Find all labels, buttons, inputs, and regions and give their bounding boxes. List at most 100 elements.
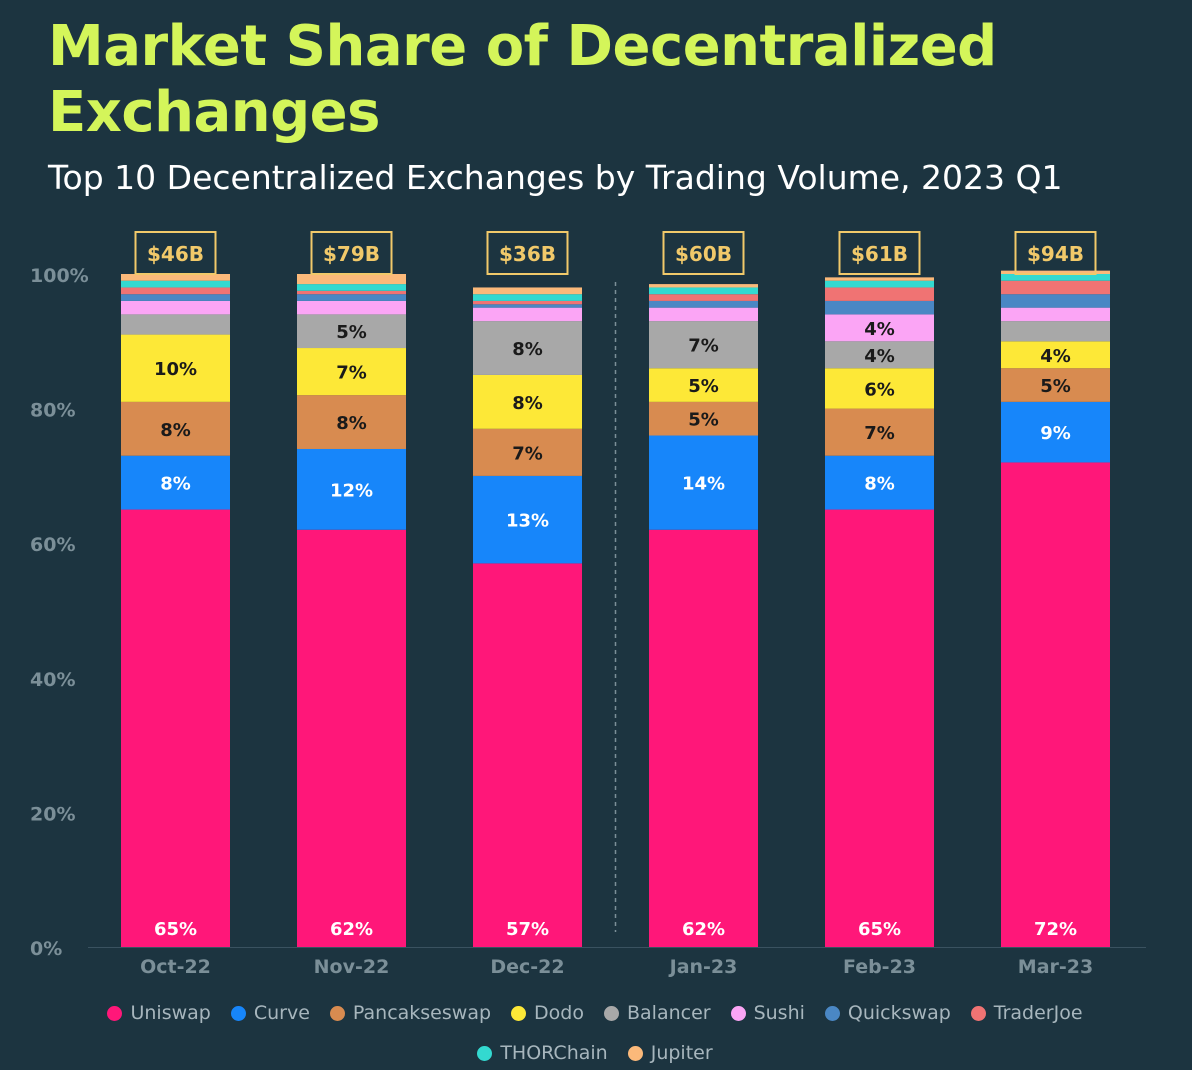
y-tick-label: 60%	[30, 534, 75, 556]
bar-segment-sushi	[649, 307, 758, 322]
legend-item-sushi: Sushi	[730, 1000, 805, 1026]
legend-swatch	[511, 1005, 527, 1021]
bar-segment-dodo	[297, 348, 406, 396]
bar-segment-uniswap	[1001, 462, 1110, 947]
bar-segment-quickswap	[825, 300, 934, 315]
bar-segment-curve	[825, 455, 934, 510]
bar-segment-quickswap	[473, 304, 582, 308]
bar-segment-balancer	[473, 321, 582, 375]
data-label: 8%	[512, 339, 543, 360]
legend-label: Curve	[253, 1002, 310, 1024]
x-tick-label: Dec-22	[490, 956, 564, 978]
data-label: 62%	[330, 919, 373, 940]
legend-item-jupiter: Jupiter	[627, 1040, 713, 1066]
legend-swatch	[107, 1005, 123, 1021]
bar-segment-pancakseswap	[297, 395, 406, 449]
legend-label: Quickswap	[847, 1002, 951, 1024]
bar-segment-uniswap	[649, 529, 758, 947]
bar-segment-uniswap	[297, 529, 406, 947]
bar-segment-curve	[473, 475, 582, 564]
data-label: 8%	[160, 474, 191, 495]
data-label: 5%	[688, 376, 719, 397]
data-label: 12%	[330, 480, 373, 501]
bar-segment-curve	[649, 435, 758, 530]
bar-segment-pancakseswap	[649, 401, 758, 436]
data-label: 5%	[1040, 376, 1071, 397]
legend-swatch	[230, 1005, 246, 1021]
legend-label: TraderJoe	[993, 1002, 1083, 1024]
bar-segment-sushi	[1001, 307, 1110, 322]
data-label: 9%	[1040, 423, 1071, 444]
total-volume-label: $61B	[851, 242, 908, 266]
bar-segment-curve	[297, 448, 406, 530]
bar-segment-dodo	[825, 368, 934, 409]
y-tick-label: 20%	[30, 803, 75, 825]
total-volume-badge	[134, 231, 217, 275]
bar-segment-uniswap	[473, 563, 582, 947]
chart-subtitle: Top 10 Decentralized Exchanges by Tradin…	[48, 158, 1063, 197]
legend-item-uniswap: Uniswap	[107, 1000, 211, 1026]
bar-segment-sushi	[825, 314, 934, 342]
data-label: 7%	[336, 363, 367, 384]
total-volume-badge	[662, 231, 745, 275]
bar-segment-thorchain	[825, 280, 934, 288]
bar-segment-dodo	[473, 374, 582, 429]
data-label: 6%	[864, 379, 895, 400]
chart-title: Market Share of Decentralized Exchanges	[48, 14, 997, 145]
data-label: 8%	[160, 420, 191, 441]
bar-segment-balancer	[825, 341, 934, 369]
bar-segment-jupiter	[1001, 270, 1110, 274]
bar-segment-quickswap	[297, 294, 406, 301]
legend-swatch	[329, 1005, 345, 1021]
data-label: 8%	[864, 474, 895, 495]
bar-segment-traderjoe	[297, 290, 406, 295]
bar-segment-dodo	[1001, 341, 1110, 369]
bar-segment-traderjoe	[649, 294, 758, 301]
bar-segment-jupiter	[825, 277, 934, 281]
legend-swatch	[824, 1005, 840, 1021]
data-label: 7%	[512, 443, 543, 464]
total-volume-badge	[1014, 231, 1097, 275]
legend-swatch	[603, 1005, 619, 1021]
bar-segment-balancer	[649, 321, 758, 369]
data-label: 5%	[336, 322, 367, 343]
x-tick-label: Mar-23	[1018, 956, 1093, 978]
legend-item-quickswap: Quickswap	[824, 1000, 951, 1026]
x-tick-label: Jan-23	[668, 956, 738, 978]
legend-label: Uniswap	[130, 1002, 211, 1024]
bar-segment-traderjoe	[473, 300, 582, 305]
bar-segment-sushi	[121, 300, 230, 315]
legend-swatch	[627, 1045, 643, 1061]
legend-item-pancakseswap: Pancakseswap	[329, 1000, 492, 1026]
legend-item-traderjoe: TraderJoe	[970, 1000, 1083, 1026]
legend-label: Pancakseswap	[352, 1002, 492, 1024]
bar-segment-thorchain	[473, 294, 582, 301]
bar-segment-balancer	[1001, 321, 1110, 342]
legend-item-dodo: Dodo	[511, 1000, 584, 1026]
legend-item-balancer: Balancer	[603, 1000, 711, 1026]
data-label: 14%	[682, 474, 725, 495]
bar-segment-sushi	[473, 307, 582, 322]
y-tick-label: 80%	[30, 400, 75, 422]
data-label: 4%	[864, 319, 895, 340]
total-volume-label: $60B	[675, 242, 732, 266]
stacked-bar-chart: 0% 20% 40% 60% 80% 100% 65% 8% 8% 10% Oct-22 $46B 62…	[30, 231, 1146, 978]
legend-label: Balancer	[626, 1002, 711, 1024]
bar-segment-uniswap	[121, 509, 230, 947]
y-tick-label: 40%	[30, 669, 75, 691]
bar-segment-jupiter	[473, 287, 582, 295]
bar-segment-curve	[1001, 401, 1110, 463]
legend-label: Jupiter	[650, 1042, 713, 1064]
legend-item-thorchain: THORChain	[477, 1040, 608, 1066]
bar-segment-thorchain	[1001, 274, 1110, 281]
y-tick-label: 100%	[30, 265, 89, 287]
bar-segment-dodo	[649, 368, 758, 402]
total-volume-badge	[310, 231, 393, 275]
data-label: 10%	[154, 359, 197, 380]
x-tick-label: Nov-22	[314, 956, 390, 978]
data-label: 4%	[1040, 346, 1071, 367]
legend-item-curve: Curve	[230, 1000, 310, 1026]
total-volume-label: $79B	[323, 242, 380, 266]
bar-segment-uniswap	[825, 509, 934, 947]
data-label: 8%	[336, 413, 367, 434]
